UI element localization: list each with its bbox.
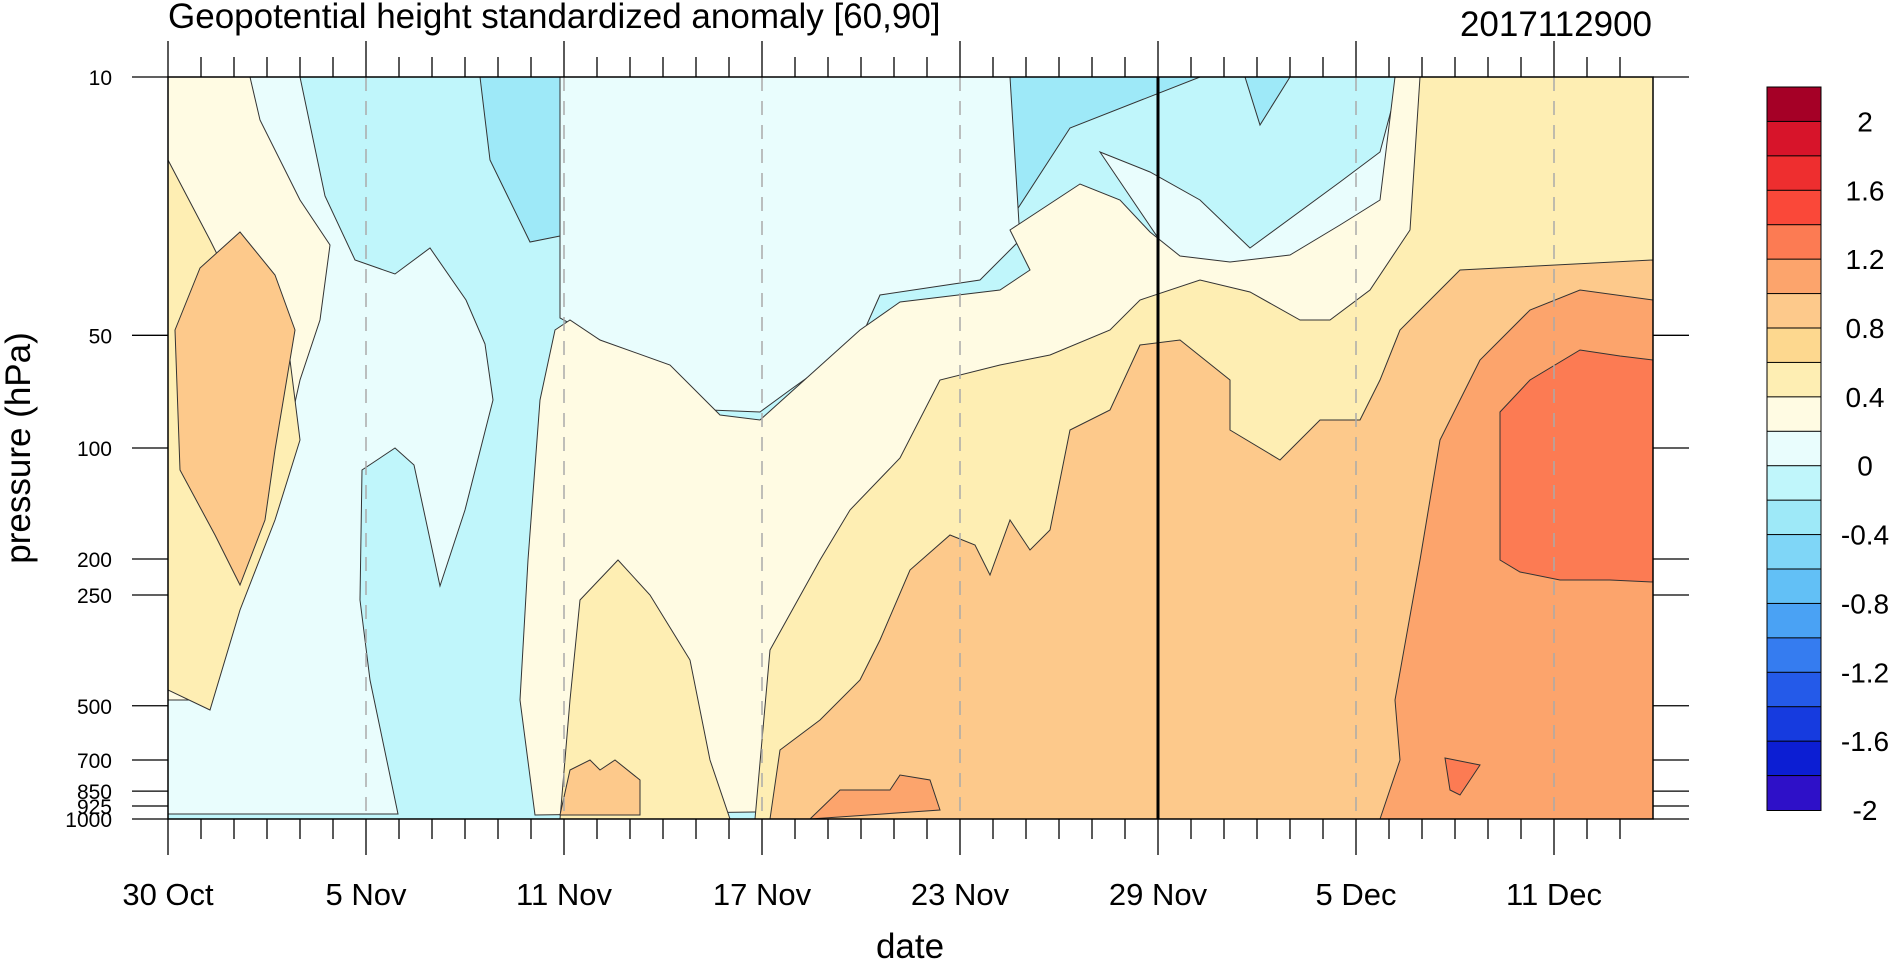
colorbar-swatch bbox=[1766, 396, 1822, 433]
colorbar: 2 1.6 1.2 0.8 0.4 0 -0.4 -0.8 -1.2 -1.6 -2 bbox=[1766, 86, 1889, 826]
run-label: 2017112900 bbox=[1460, 5, 1652, 44]
x-tick-label: 23 Nov bbox=[911, 877, 1010, 912]
colorbar-swatch bbox=[1766, 361, 1822, 398]
band-2-core bbox=[1444, 349, 1653, 796]
y-tick-label: 925 bbox=[77, 796, 112, 819]
x-tick-label: 30 Oct bbox=[122, 877, 214, 912]
colorbar-swatch bbox=[1766, 189, 1822, 226]
colorbar-label: 0.4 bbox=[1846, 382, 1885, 413]
colorbar-swatch bbox=[1766, 120, 1822, 157]
colorbar-swatch bbox=[1766, 671, 1822, 708]
y-tick-label: 200 bbox=[77, 549, 112, 572]
colorbar-label: 1.2 bbox=[1846, 244, 1885, 275]
band-1.2-above bbox=[174, 231, 1653, 819]
x-tick-label: 5 Dec bbox=[1316, 877, 1397, 912]
band-1.6-core bbox=[809, 289, 1653, 819]
colorbar-label: 2 bbox=[1857, 106, 1873, 137]
x-tick-label: 11 Dec bbox=[1506, 877, 1602, 912]
x-axis-label: date bbox=[876, 927, 944, 963]
y-tick-label: 1000 bbox=[65, 809, 112, 832]
colorbar-label: 1.6 bbox=[1846, 175, 1885, 206]
y-tick-label: 700 bbox=[77, 750, 112, 773]
colorbar-swatch bbox=[1766, 224, 1822, 261]
colorbar-swatch bbox=[1766, 499, 1822, 536]
colorbar-swatch bbox=[1766, 602, 1822, 639]
y-tick-label: 500 bbox=[77, 696, 112, 719]
colorbar-swatch bbox=[1766, 293, 1822, 330]
x-axis: 30 Oct 5 Nov 11 Nov 17 Nov 23 Nov 29 Nov 5 Dec… bbox=[122, 41, 1621, 912]
colorbar-swatch bbox=[1766, 155, 1822, 192]
colorbar-label: -0.4 bbox=[1841, 520, 1889, 551]
colorbar-label: -1.6 bbox=[1841, 726, 1889, 757]
x-tick-label: 5 Nov bbox=[326, 877, 407, 912]
colorbar-swatch bbox=[1766, 637, 1822, 674]
colorbar-swatch bbox=[1766, 465, 1822, 502]
colorbar-label: -2 bbox=[1853, 795, 1878, 826]
colorbar-label: -1.2 bbox=[1841, 657, 1889, 688]
y-axis-label: pressure (hPa) bbox=[0, 332, 38, 563]
chart-title: Geopotential height standardized anomaly… bbox=[168, 0, 940, 36]
y-tick-label: 100 bbox=[77, 438, 112, 461]
y-tick-label: 850 bbox=[77, 781, 112, 804]
colorbar-swatch bbox=[1766, 430, 1822, 467]
colorbar-label: 0.8 bbox=[1846, 313, 1885, 344]
colorbar-swatch bbox=[1766, 568, 1822, 605]
x-tick-label: 11 Nov bbox=[516, 877, 612, 912]
x-tick-label: 29 Nov bbox=[1109, 877, 1208, 912]
colorbar-label: -0.8 bbox=[1841, 588, 1889, 619]
colorbar-swatch bbox=[1766, 706, 1822, 743]
colorbar-swatch bbox=[1766, 534, 1822, 570]
colorbar-swatch bbox=[1766, 775, 1822, 811]
colorbar-swatch bbox=[1766, 327, 1822, 364]
y-tick-label: 10 bbox=[89, 67, 112, 90]
plot-area bbox=[168, 77, 1653, 819]
colorbar-swatch bbox=[1766, 86, 1822, 123]
y-tick-label: 250 bbox=[77, 585, 112, 608]
colorbar-label: 0 bbox=[1857, 451, 1873, 482]
colorbar-swatch bbox=[1766, 740, 1822, 777]
y-tick-label: 50 bbox=[89, 325, 112, 348]
x-tick-label: 17 Nov bbox=[713, 877, 812, 912]
colorbar-swatch bbox=[1766, 258, 1822, 295]
